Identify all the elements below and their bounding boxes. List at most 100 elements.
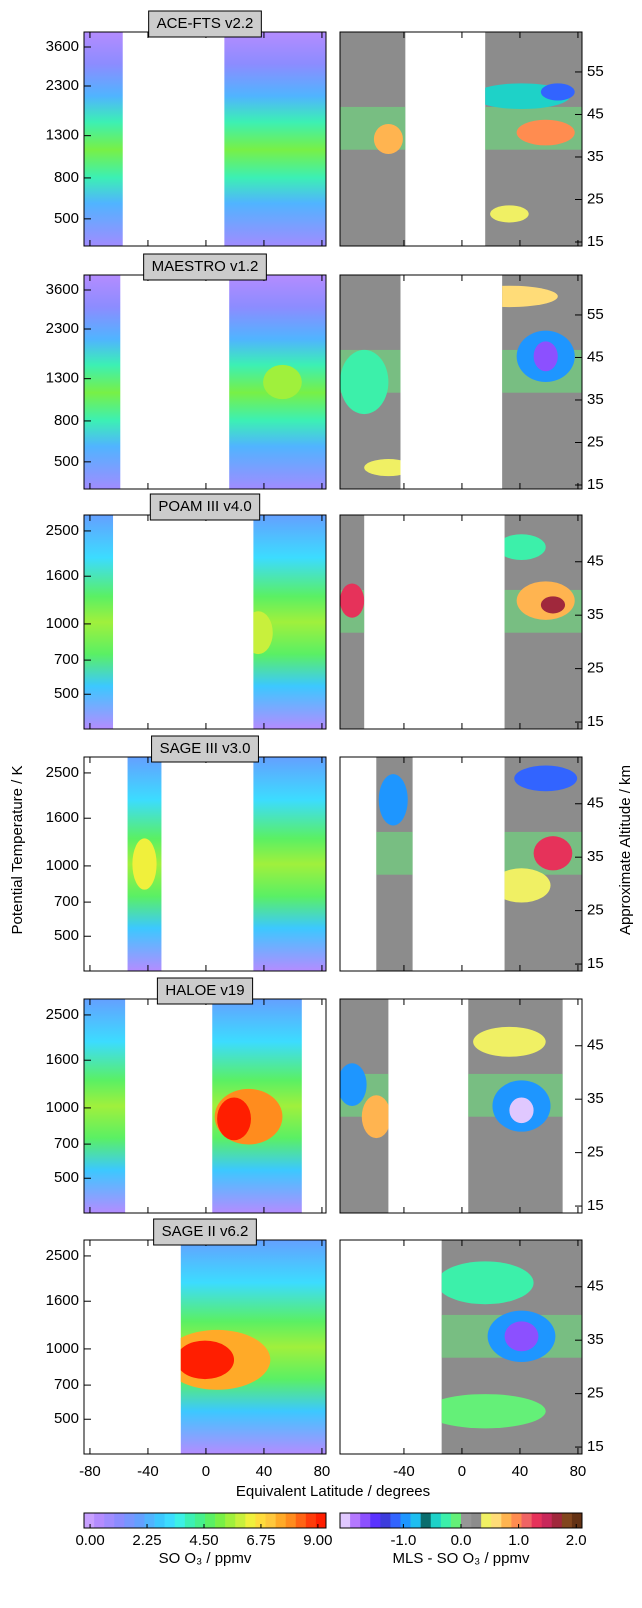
colorbar-cell bbox=[285, 1513, 297, 1528]
y2-tick-label: 15 bbox=[587, 1438, 604, 1455]
y-tick-label: 700 bbox=[54, 1135, 79, 1152]
colorbar-cell bbox=[295, 1513, 307, 1528]
field-blob bbox=[497, 534, 546, 560]
colorbar-cell bbox=[245, 1513, 256, 1528]
title-box bbox=[151, 735, 259, 763]
y-tick-label: 500 bbox=[54, 210, 79, 227]
colorbar-cell bbox=[561, 1513, 573, 1528]
field-bg bbox=[84, 32, 326, 246]
field bbox=[84, 275, 326, 489]
colorbar-tick-label: 6.75 bbox=[246, 1532, 275, 1549]
field-blob bbox=[490, 205, 529, 223]
colorbar-cell bbox=[94, 1513, 105, 1528]
y2-tick-label: 15 bbox=[587, 476, 604, 493]
field-blob bbox=[441, 1261, 534, 1305]
colorbar-cell bbox=[531, 1513, 542, 1528]
panel-title: POAM III v4.0 bbox=[158, 498, 251, 515]
colorbar-label: MLS - SO O₃ / ppmv bbox=[393, 1550, 530, 1567]
y2-tick-label: 35 bbox=[587, 1331, 604, 1348]
colorbar-cell bbox=[430, 1513, 442, 1528]
colorbar-cell bbox=[551, 1513, 563, 1528]
field-blob bbox=[132, 838, 157, 890]
colorbar-cell bbox=[215, 1513, 226, 1528]
field-blob bbox=[504, 1321, 539, 1352]
y-tick-label: 1600 bbox=[46, 1292, 79, 1309]
y-tick-label: 1600 bbox=[46, 567, 79, 584]
colorbar-cell bbox=[194, 1513, 206, 1528]
panel-title: HALOE v19 bbox=[165, 982, 244, 999]
y-tick-label: 3600 bbox=[46, 38, 79, 55]
colorbar-tick-label: 2.0 bbox=[566, 1532, 587, 1549]
field bbox=[340, 515, 582, 729]
field-blob bbox=[533, 341, 558, 372]
colorbar-cell bbox=[390, 1513, 401, 1528]
y-tick-label: 500 bbox=[54, 1410, 79, 1427]
colorbar-cell bbox=[350, 1513, 361, 1528]
field bbox=[340, 999, 563, 1213]
colorbar-cell bbox=[541, 1513, 553, 1528]
colorbar-cell bbox=[440, 1513, 452, 1528]
field-blob bbox=[540, 83, 575, 101]
field-blob bbox=[473, 1026, 546, 1057]
field bbox=[84, 999, 302, 1213]
colorbar-cell bbox=[134, 1513, 145, 1528]
y2-axis-label: Approximate Altitude / km bbox=[617, 765, 634, 935]
y-tick-label: 1000 bbox=[46, 1340, 79, 1357]
colorbar-tick-label: 9.00 bbox=[303, 1532, 332, 1549]
title-box bbox=[149, 493, 261, 521]
y2-tick-label: 25 bbox=[587, 902, 604, 919]
colorbar-cell bbox=[315, 1513, 327, 1528]
panel-frame bbox=[339, 31, 583, 247]
x-tick-label: 0 bbox=[458, 1463, 466, 1480]
colorbar-cell bbox=[174, 1513, 186, 1528]
y2-tick-label: 45 bbox=[587, 1037, 604, 1054]
field-blob bbox=[441, 1394, 546, 1429]
colorbar-cell bbox=[450, 1513, 462, 1528]
panel-title: ACE-FTS v2.2 bbox=[157, 15, 254, 32]
title-box bbox=[148, 10, 262, 38]
colorbar-cell bbox=[84, 1513, 95, 1528]
field-blob bbox=[492, 868, 551, 903]
colorbar-cell bbox=[114, 1513, 125, 1528]
y-tick-label: 1300 bbox=[46, 370, 79, 387]
y-axis-label: Potential Temperature / K bbox=[9, 766, 26, 935]
colorbar-cell bbox=[340, 1513, 351, 1528]
field bbox=[180, 1240, 326, 1454]
colorbar-tick-label: 1.0 bbox=[508, 1532, 529, 1549]
colorbar-cell bbox=[410, 1513, 421, 1528]
y2-tick-label: 55 bbox=[587, 63, 604, 80]
field bbox=[84, 32, 326, 246]
x-axis-label: Equivalent Latitude / degrees bbox=[236, 1483, 430, 1500]
colorbar-tick-label: 2.25 bbox=[132, 1532, 161, 1549]
title-box bbox=[153, 1218, 257, 1246]
y-tick-label: 700 bbox=[54, 651, 79, 668]
colorbar-cell bbox=[235, 1513, 246, 1528]
y-tick-label: 700 bbox=[54, 893, 79, 910]
x-tick-label: -40 bbox=[393, 1463, 415, 1480]
y2-tick-label: 15 bbox=[587, 233, 604, 250]
colorbar-cell bbox=[144, 1513, 155, 1528]
y-tick-label: 1600 bbox=[46, 809, 79, 826]
field-bg bbox=[84, 515, 326, 729]
field-blob bbox=[364, 459, 413, 477]
y2-tick-label: 25 bbox=[587, 1385, 604, 1402]
colorbar-cell bbox=[461, 1513, 472, 1528]
colorbar-cell bbox=[104, 1513, 115, 1528]
x-tick-label: -80 bbox=[79, 1463, 101, 1480]
y-tick-label: 2500 bbox=[46, 1247, 79, 1264]
colorbar-cell bbox=[511, 1513, 522, 1528]
y-tick-label: 800 bbox=[54, 169, 79, 186]
y2-tick-label: 15 bbox=[587, 713, 604, 730]
field-blob bbox=[217, 1097, 251, 1141]
y-tick-label: 3600 bbox=[46, 281, 79, 298]
colorbar-cell bbox=[420, 1513, 432, 1528]
y2-tick-label: 35 bbox=[587, 606, 604, 623]
y2-tick-label: 45 bbox=[587, 1278, 604, 1295]
field-blob bbox=[461, 285, 558, 308]
x-tick-label: 80 bbox=[314, 1463, 331, 1480]
field-blob bbox=[540, 596, 566, 614]
y-tick-label: 500 bbox=[54, 1169, 79, 1186]
colorbar-frame bbox=[83, 1512, 327, 1529]
y2-tick-label: 45 bbox=[587, 553, 604, 570]
